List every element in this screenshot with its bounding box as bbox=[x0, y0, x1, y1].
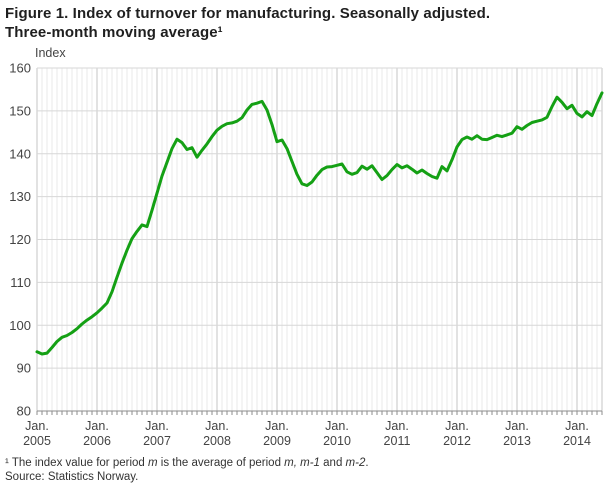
y-tick-label: 110 bbox=[10, 275, 31, 290]
x-tick-label-year: 2013 bbox=[503, 434, 531, 448]
x-tick-label-month: Jan. bbox=[505, 419, 529, 433]
x-tick-label-month: Jan. bbox=[385, 419, 409, 433]
y-tick-label: 160 bbox=[9, 61, 31, 76]
figure-title-line1: Figure 1. Index of turnover for manufact… bbox=[5, 5, 491, 22]
x-tick-label-year: 2005 bbox=[23, 434, 51, 448]
y-tick-label: 150 bbox=[9, 103, 31, 118]
x-tick-label-month: Jan. bbox=[445, 419, 469, 433]
y-tick-label: 120 bbox=[9, 232, 31, 247]
x-tick-label-year: 2007 bbox=[143, 434, 171, 448]
figure-title: Figure 1. Index of turnover for manufact… bbox=[5, 4, 605, 42]
x-tick-label-year: 2011 bbox=[384, 434, 411, 448]
y-tick-label: 100 bbox=[9, 318, 31, 333]
x-tick-label-year: 2014 bbox=[563, 434, 591, 448]
x-tick-label-month: Jan. bbox=[265, 419, 289, 433]
x-tick-label-year: 2008 bbox=[203, 434, 231, 448]
figure-title-line2: Three-month moving average¹ bbox=[5, 24, 223, 41]
data-series-line bbox=[35, 91, 604, 356]
source-text: Source: Statistics Norway. bbox=[5, 471, 139, 483]
x-tick-label-month: Jan. bbox=[25, 419, 49, 433]
y-tick-label: 140 bbox=[9, 146, 31, 161]
x-tick-label-month: Jan. bbox=[145, 419, 169, 433]
line-chart: 1601501401301201101009080Jan.2005Jan.200… bbox=[9, 46, 604, 448]
x-tick-label-month: Jan. bbox=[325, 419, 349, 433]
y-tick-label: 90 bbox=[17, 361, 31, 376]
y-tick-label: 130 bbox=[9, 189, 31, 204]
footnote: ¹ The index value for period m is the av… bbox=[5, 456, 605, 484]
footnote-text: ¹ The index value for period m is the av… bbox=[5, 457, 369, 469]
x-tick-label-year: 2012 bbox=[443, 434, 471, 448]
y-axis-title: Index bbox=[35, 46, 66, 60]
x-tick-label-month: Jan. bbox=[85, 419, 109, 433]
x-tick-label-year: 2006 bbox=[83, 434, 111, 448]
x-tick-label-month: Jan. bbox=[205, 419, 229, 433]
x-tick-label-year: 2010 bbox=[323, 434, 351, 448]
x-tick-label-month: Jan. bbox=[565, 419, 589, 433]
x-tick-label-year: 2009 bbox=[263, 434, 291, 448]
y-tick-label: 80 bbox=[17, 404, 31, 419]
